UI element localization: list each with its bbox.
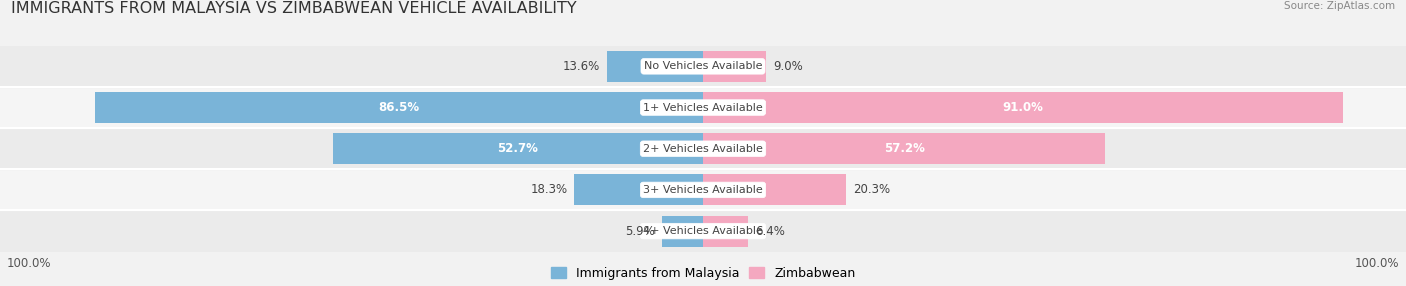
Bar (0, 169, 1406, 210)
Bar (575, 174, 703, 205)
Text: Source: ZipAtlas.com: Source: ZipAtlas.com (1284, 1, 1395, 11)
Text: 4+ Vehicles Available: 4+ Vehicles Available (643, 226, 763, 236)
Bar (0, 128, 1406, 169)
Text: 52.7%: 52.7% (498, 142, 538, 155)
Text: IMMIGRANTS FROM MALAYSIA VS ZIMBABWEAN VEHICLE AVAILABILITY: IMMIGRANTS FROM MALAYSIA VS ZIMBABWEAN V… (11, 1, 576, 16)
Bar (607, 51, 703, 82)
Text: 91.0%: 91.0% (1002, 101, 1043, 114)
Text: 86.5%: 86.5% (378, 101, 419, 114)
Text: 3+ Vehicles Available: 3+ Vehicles Available (643, 185, 763, 195)
Text: 13.6%: 13.6% (564, 60, 600, 73)
Text: 57.2%: 57.2% (883, 142, 925, 155)
Bar (332, 133, 703, 164)
Text: 20.3%: 20.3% (852, 183, 890, 196)
Bar (0, 46, 1406, 87)
Text: 100.0%: 100.0% (7, 257, 52, 270)
Bar (703, 174, 846, 205)
Text: 18.3%: 18.3% (530, 183, 568, 196)
Text: No Vehicles Available: No Vehicles Available (644, 61, 762, 71)
Bar (703, 92, 1343, 123)
Bar (94, 92, 703, 123)
Text: 9.0%: 9.0% (773, 60, 803, 73)
Bar (703, 51, 766, 82)
Bar (662, 216, 703, 247)
Bar (0, 210, 1406, 252)
Bar (0, 87, 1406, 128)
Text: 1+ Vehicles Available: 1+ Vehicles Available (643, 103, 763, 112)
Text: 2+ Vehicles Available: 2+ Vehicles Available (643, 144, 763, 154)
Text: 100.0%: 100.0% (1354, 257, 1399, 270)
Legend: Immigrants from Malaysia, Zimbabwean: Immigrants from Malaysia, Zimbabwean (551, 267, 855, 280)
Text: 5.9%: 5.9% (624, 225, 654, 238)
Bar (703, 133, 1105, 164)
Bar (703, 216, 748, 247)
Text: 6.4%: 6.4% (755, 225, 785, 238)
